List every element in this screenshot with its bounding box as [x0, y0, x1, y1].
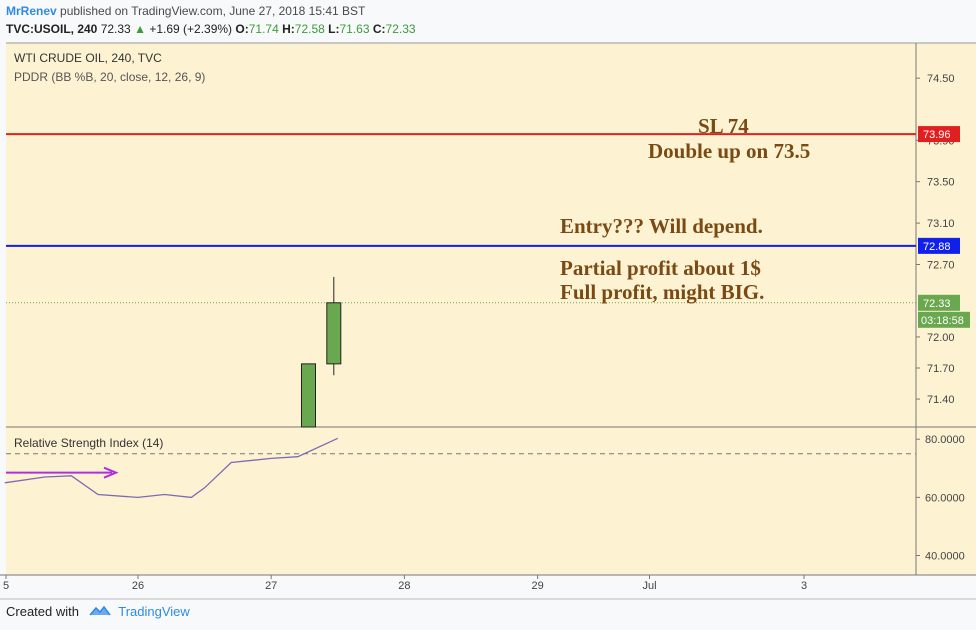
- close-label: C:: [372, 22, 386, 36]
- price-tag: [918, 126, 960, 143]
- candle-body: [326, 302, 342, 365]
- price-change: +1.69 (+2.39%): [149, 22, 233, 36]
- tradingview-link[interactable]: TradingView: [118, 604, 190, 619]
- publish-info: MrRenev published on TradingView.com, Ju…: [6, 4, 365, 18]
- up-triangle-icon: ▲: [134, 22, 146, 36]
- ohlc-bar: TVC:USOIL, 240 72.33 ▲ +1.69 (+2.39%) O:…: [6, 22, 416, 36]
- last-price: 72.33: [100, 22, 131, 36]
- price-tick-label: 71.70: [927, 363, 955, 375]
- arrow-head-icon: [103, 466, 119, 479]
- rsi-title: Relative Strength Index (14): [14, 436, 163, 450]
- price-tick-label: 72.00: [927, 332, 955, 344]
- price-tick-label: 74.50: [927, 73, 955, 85]
- rsi-tick-label: 80.0000: [925, 434, 965, 446]
- price-tick-label: 71.40: [927, 394, 955, 406]
- close-value: 72.33: [385, 22, 416, 36]
- rsi-line: [4, 437, 339, 499]
- countdown-label: 03:18:58: [921, 315, 964, 327]
- time-tick-label: 5: [3, 580, 9, 592]
- open-value: 71.74: [248, 22, 279, 36]
- annotation-partial-profit: Partial profit about 1$: [560, 256, 761, 280]
- time-tick-label: Jul: [642, 580, 656, 592]
- price-tag: [918, 294, 960, 311]
- annotation-entry: Entry??? Will depend.: [560, 214, 763, 238]
- annotation-full-profit: Full profit, might BIG.: [560, 280, 764, 304]
- chart-background: [6, 43, 916, 575]
- high-label: H:: [282, 22, 295, 36]
- candle-body: [300, 363, 316, 428]
- low-value: 71.63: [339, 22, 370, 36]
- price-tick-label: 72.70: [927, 259, 955, 271]
- created-with-label: Created with: [6, 604, 79, 619]
- rsi-tick-label: 40.0000: [925, 551, 965, 563]
- tradingview-logo-icon: [89, 605, 111, 620]
- symbol-label: TVC:USOIL, 240: [6, 22, 98, 36]
- high-value: 72.58: [294, 22, 325, 36]
- annotation-double-up: Double up on 73.5: [648, 139, 810, 163]
- price-tick-label: 73.10: [927, 218, 955, 230]
- chart-svg[interactable]: WTI CRUDE OIL, 240, TVC PDDR (BB %B, 20, …: [0, 0, 976, 600]
- price-title: WTI CRUDE OIL, 240, TVC: [14, 51, 162, 65]
- time-tick-label: 26: [132, 580, 144, 592]
- time-tick-label: 28: [398, 580, 410, 592]
- author-link[interactable]: MrRenev: [6, 4, 57, 18]
- indicator-label: PDDR (BB %B, 20, close, 12, 26, 9): [14, 70, 205, 84]
- price-tag-label: 73.96: [923, 129, 951, 141]
- price-tick-label: 73.50: [927, 177, 955, 189]
- published-text: published on TradingView.com, June 27, 2…: [60, 4, 366, 18]
- rsi-tick-label: 60.0000: [925, 492, 965, 504]
- low-label: L:: [328, 22, 340, 36]
- price-tag: [918, 237, 960, 254]
- price-tag-label: 72.33: [923, 298, 951, 310]
- time-tick-label: 29: [531, 580, 543, 592]
- price-tag-label: 72.88: [923, 241, 951, 253]
- time-tick-label: 27: [265, 580, 277, 592]
- footer: Created with TradingView: [6, 604, 190, 620]
- annotation-sl: SL 74: [698, 114, 749, 138]
- time-tick-label: 3: [801, 580, 807, 592]
- open-label: O:: [235, 22, 249, 36]
- countdown-tag: [918, 311, 970, 328]
